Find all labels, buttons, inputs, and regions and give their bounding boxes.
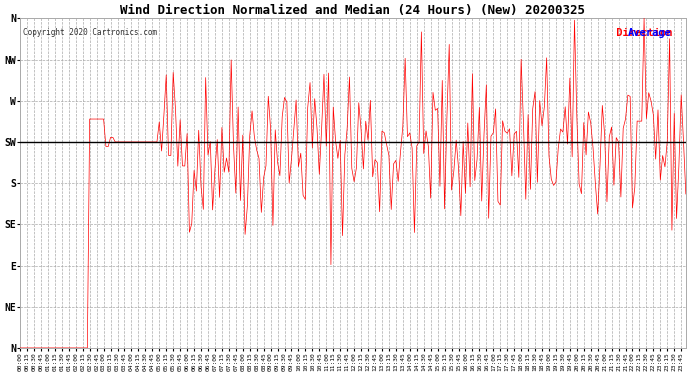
Text: Direction: Direction (610, 28, 673, 38)
Text: Copyright 2020 Cartronics.com: Copyright 2020 Cartronics.com (23, 28, 157, 37)
Title: Wind Direction Normalized and Median (24 Hours) (New) 20200325: Wind Direction Normalized and Median (24… (121, 4, 585, 17)
Text: Average: Average (628, 28, 672, 38)
